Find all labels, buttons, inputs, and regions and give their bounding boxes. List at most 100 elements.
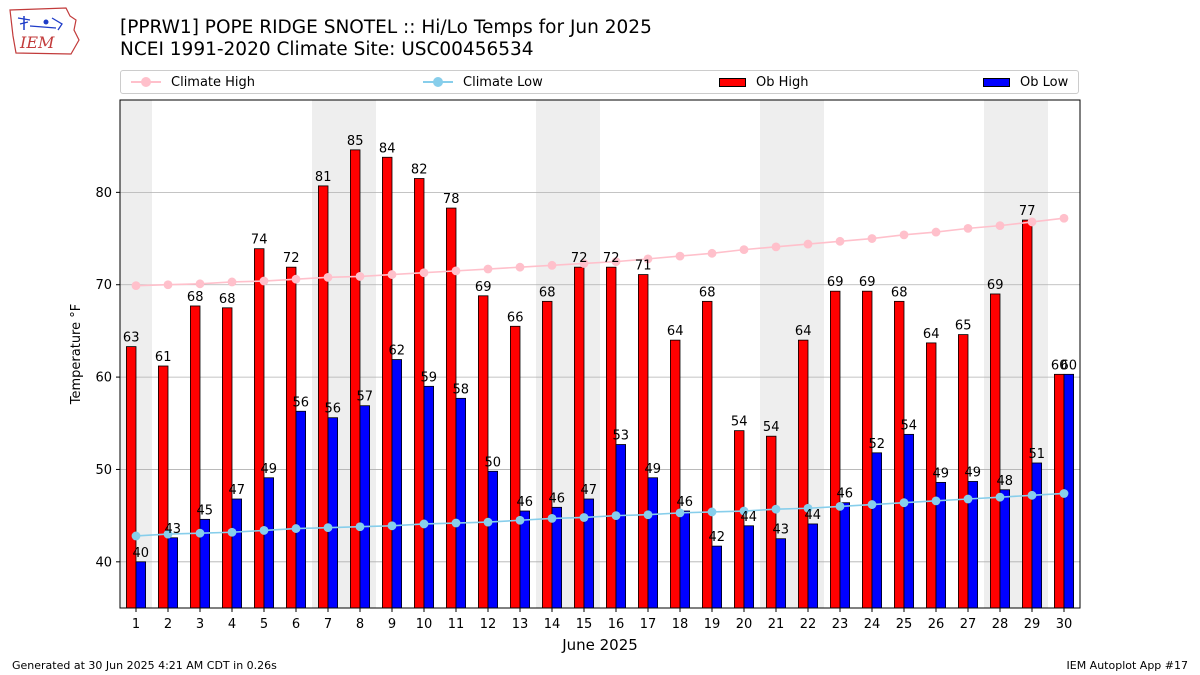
climate-low-point xyxy=(387,521,397,531)
x-tick-label: 7 xyxy=(324,617,332,632)
legend-climate-low-label: Climate Low xyxy=(463,74,543,90)
ob-high-label: 77 xyxy=(1019,204,1036,219)
ob-low-label: 50 xyxy=(485,455,502,470)
iem-logo: IEM xyxy=(9,7,80,55)
x-tick-label: 29 xyxy=(1024,617,1041,632)
climate-low-point xyxy=(195,528,205,538)
climate-low-point xyxy=(579,513,589,522)
climate-low-point xyxy=(995,492,1005,502)
weekend-band xyxy=(984,100,1016,608)
logo-text: IEM xyxy=(19,33,55,52)
weekend-band xyxy=(792,100,824,608)
x-tick-label: 30 xyxy=(1056,617,1073,632)
ob-high-label: 61 xyxy=(155,350,172,365)
chart-title: [PPRW1] POPE RIDGE SNOTEL :: Hi/Lo Temps… xyxy=(120,17,652,38)
ob-low-bar xyxy=(391,359,403,609)
ob-high-bar xyxy=(1022,219,1033,609)
ob-high-label: 60 xyxy=(1051,358,1068,373)
ob-high-bar xyxy=(926,342,937,609)
ob-low-bar xyxy=(871,452,883,609)
x-tick-label: 20 xyxy=(736,617,753,632)
ob-high-label: 63 xyxy=(123,331,140,346)
ob-high-label: 64 xyxy=(923,327,940,342)
climate-high-point xyxy=(483,264,493,274)
climate-high-line xyxy=(135,217,1065,287)
climate-high-point xyxy=(707,248,717,258)
ob-low-label: 46 xyxy=(677,495,694,510)
ob-high-label: 74 xyxy=(251,233,268,248)
climate-high-point xyxy=(323,272,333,282)
ob-low-bar xyxy=(999,489,1011,609)
weekend-band xyxy=(120,100,152,608)
x-tick-label: 10 xyxy=(416,617,433,632)
ob-low-label: 43 xyxy=(165,522,182,537)
climate-low-point xyxy=(963,494,973,504)
generated-note: Generated at 30 Jun 2025 4:21 AM CDT in … xyxy=(12,659,277,672)
x-tick-label: 23 xyxy=(832,617,849,632)
ob-high-label: 72 xyxy=(603,251,620,266)
ob-high-bar xyxy=(830,290,841,609)
ob-high-label: 69 xyxy=(827,275,844,290)
ob-low-bar xyxy=(903,433,915,609)
ob-high-label: 68 xyxy=(187,290,204,305)
ob-high-bar xyxy=(542,300,553,609)
x-tick-label: 8 xyxy=(356,617,364,632)
legend-ob-high-label: Ob High xyxy=(756,74,809,90)
ob-low-bar xyxy=(167,537,179,609)
ob-low-bar xyxy=(711,545,723,609)
climate-low-point xyxy=(547,514,557,523)
climate-low-point xyxy=(163,529,173,539)
x-tick-label: 3 xyxy=(196,617,204,632)
ob-high-bar xyxy=(349,149,361,609)
y-tick-label: 80 xyxy=(95,186,112,201)
ob-high-bar xyxy=(734,430,745,609)
ob-high-bar xyxy=(1054,373,1065,609)
ob-low-bar xyxy=(775,538,787,609)
climate-high-point xyxy=(963,223,973,233)
x-tick-label: 19 xyxy=(704,617,721,632)
ob-high-label: 72 xyxy=(571,251,588,266)
legend-climate-low: Climate Low xyxy=(423,71,543,93)
y-tick-label: 40 xyxy=(95,555,112,570)
ob-high-label: 68 xyxy=(539,285,556,300)
ob-low-label: 58 xyxy=(453,382,470,397)
ob-low-label: 56 xyxy=(325,402,342,417)
legend-climate-high-label: Climate High xyxy=(171,74,256,90)
climate-low-point xyxy=(259,526,269,535)
ob-high-label: 82 xyxy=(411,163,428,178)
ob-low-bar xyxy=(551,506,563,609)
ob-low-bar xyxy=(263,477,275,609)
ob-high-bar xyxy=(189,305,201,609)
ob-high-bar xyxy=(670,339,681,609)
ob-low-label: 43 xyxy=(773,523,790,538)
ob-low-bar xyxy=(679,510,691,609)
x-axis-label: June 2025 xyxy=(561,636,638,654)
ob-high-bar xyxy=(894,300,905,609)
ob-low-bar xyxy=(487,470,499,609)
x-tick-label: 14 xyxy=(544,617,561,632)
ob-high-label: 68 xyxy=(699,285,716,300)
ob-high-bar xyxy=(990,293,1001,609)
weekend-band xyxy=(312,100,344,608)
app-label: IEM Autoplot App #17 xyxy=(1066,659,1189,672)
ob-low-label: 44 xyxy=(741,510,758,525)
climate-low-point xyxy=(643,510,653,520)
ob-low-bar xyxy=(1063,373,1075,609)
ob-low-label: 60 xyxy=(1061,358,1078,373)
ob-low-label: 46 xyxy=(517,495,534,510)
ob-high-label: 54 xyxy=(763,420,780,435)
climate-high-point xyxy=(1059,213,1069,223)
climate-low-point xyxy=(771,504,781,514)
ob-high-bar xyxy=(958,334,969,609)
ob-high-swatch xyxy=(719,77,746,87)
x-tick-label: 24 xyxy=(864,617,881,632)
ob-low-label: 57 xyxy=(357,390,374,405)
ob-high-bar xyxy=(221,307,233,609)
climate-high-point xyxy=(995,221,1005,231)
ob-low-bar xyxy=(135,561,147,609)
ob-low-bar xyxy=(583,498,595,609)
ob-low-bar xyxy=(455,397,467,609)
ob-low-label: 49 xyxy=(645,462,662,477)
climate-low-point xyxy=(931,496,941,506)
ob-low-bar xyxy=(327,417,339,609)
